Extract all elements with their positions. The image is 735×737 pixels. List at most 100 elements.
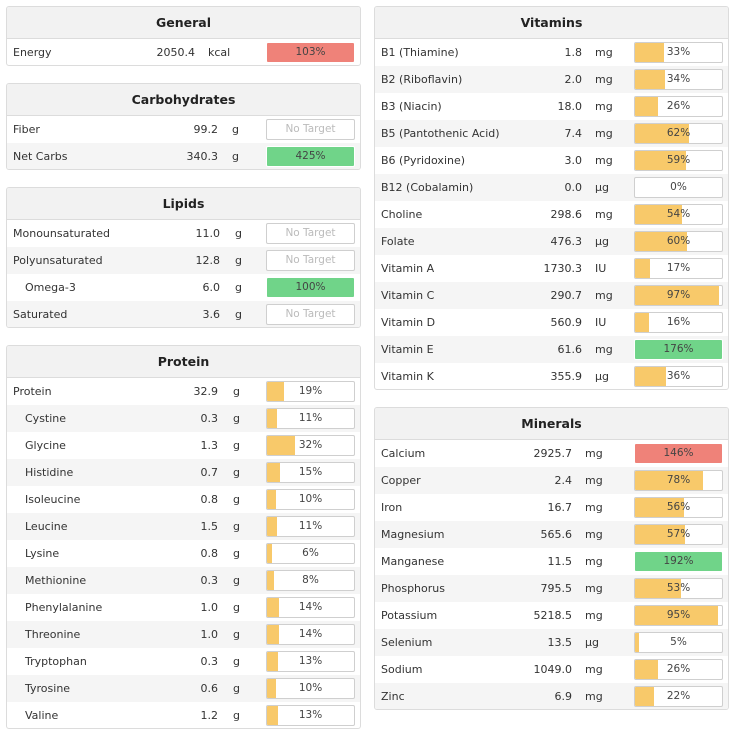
nutrient-unit: g (233, 520, 240, 533)
target-progress-bar: 97% (634, 285, 723, 306)
target-percent: 57% (666, 528, 691, 540)
target-percent: 62% (666, 127, 691, 139)
target-progress-bar: 176% (634, 339, 723, 360)
nutrient-unit: g (233, 574, 240, 587)
nutrient-row-potassium: Potassium 5218.5 mg 95% (375, 602, 728, 629)
nutrient-name: Sodium (381, 663, 423, 676)
target-percent: 176% (663, 343, 694, 355)
target-percent: 0% (670, 181, 687, 193)
panel-protein: Protein Protein 32.9 g 19% Cystine 0.3 g 11% Glyc… (6, 345, 361, 729)
target-progress-bar: 95% (634, 605, 723, 626)
progress-fill (267, 652, 279, 671)
target-percent: 26% (666, 100, 691, 112)
nutrient-unit: IU (595, 316, 607, 329)
target-percent: 13% (298, 655, 323, 667)
target-progress-bar: 10% (266, 678, 355, 699)
nutrient-unit: mg (595, 154, 613, 167)
nutrient-name: Zinc (381, 690, 405, 703)
nutrient-amount: 3.6 (202, 308, 221, 321)
nutrient-unit: µg (585, 636, 599, 649)
target-percent: 22% (666, 690, 691, 702)
nutrient-unit: g (235, 308, 242, 321)
panel-title: Carbohydrates (7, 84, 360, 116)
nutrient-row-leucine: Leucine 1.5 g 11% (7, 513, 360, 540)
progress-fill (635, 43, 664, 62)
target-percent: 32% (298, 439, 323, 451)
nutrient-row-iron: Iron 16.7 mg 56% (375, 494, 728, 521)
nutrient-unit: mg (595, 343, 613, 356)
nutrient-row-manganese: Manganese 11.5 mg 192% (375, 548, 728, 575)
nutrient-unit: mg (585, 582, 603, 595)
nutrient-row-fiber: Fiber 99.2 g No Target (7, 116, 360, 143)
target-percent: 5% (670, 636, 687, 648)
nutrient-amount: 476.3 (550, 235, 583, 248)
nutrient-unit: mg (585, 474, 603, 487)
progress-fill (635, 525, 685, 544)
nutrient-name: B2 (Riboflavin) (381, 73, 463, 86)
nutrient-unit: mg (585, 609, 603, 622)
progress-fill (267, 43, 354, 62)
nutrient-name: Calcium (381, 447, 426, 460)
nutrient-row-vitamin-c: Vitamin C 290.7 mg 97% (375, 282, 728, 309)
nutrient-row-isoleucine: Isoleucine 0.8 g 10% (7, 486, 360, 513)
nutrient-row-protein: Protein 32.9 g 19% (7, 378, 360, 405)
nutrient-unit: mg (595, 73, 613, 86)
nutrient-amount: 6.9 (554, 690, 573, 703)
nutrient-amount: 1.5 (200, 520, 219, 533)
nutrient-amount: 16.7 (547, 501, 573, 514)
nutrient-name: Monounsaturated (13, 227, 110, 240)
progress-fill (267, 147, 354, 166)
target-percent: 13% (298, 709, 323, 721)
target-percent: 11% (298, 412, 323, 424)
target-progress-bar: 36% (634, 366, 723, 387)
nutrient-unit: g (235, 281, 242, 294)
nutrient-name: B1 (Thiamine) (381, 46, 459, 59)
nutrient-name: Methionine (25, 574, 87, 587)
progress-fill (635, 552, 722, 571)
target-progress-bar: 26% (634, 96, 723, 117)
progress-fill (267, 544, 273, 563)
nutrient-name: Selenium (381, 636, 433, 649)
nutrient-name: Lysine (25, 547, 60, 560)
nutrient-unit: g (232, 150, 239, 163)
nutrient-name: Glycine (25, 439, 66, 452)
target-progress-bar: No Target (266, 304, 355, 325)
nutrient-row-cystine: Cystine 0.3 g 11% (7, 405, 360, 432)
nutrient-row-lysine: Lysine 0.8 g 6% (7, 540, 360, 567)
nutrient-name: Tyrosine (25, 682, 71, 695)
progress-fill (635, 444, 722, 463)
nutrient-amount: 12.8 (195, 254, 221, 267)
target-percent: 16% (666, 316, 691, 328)
target-percent: 53% (666, 582, 691, 594)
nutrient-row-magnesium: Magnesium 565.6 mg 57% (375, 521, 728, 548)
nutrient-unit: kcal (208, 46, 231, 59)
panel-minerals: Minerals Calcium 2925.7 mg 146% Copper 2.4 mg 78… (374, 407, 729, 710)
nutrient-name: B5 (Pantothenic Acid) (381, 127, 500, 140)
target-progress-bar: 14% (266, 624, 355, 645)
nutrient-name: Vitamin C (381, 289, 435, 302)
nutrient-amount: 2.4 (554, 474, 573, 487)
panel-title: General (7, 7, 360, 39)
target-progress-bar: 54% (634, 204, 723, 225)
nutrient-row-monounsaturated: Monounsaturated 11.0 g No Target (7, 220, 360, 247)
target-progress-bar: 13% (266, 705, 355, 726)
progress-fill (635, 471, 703, 490)
nutrient-unit: g (233, 412, 240, 425)
nutrient-amount: 340.3 (186, 150, 219, 163)
target-progress-bar: 33% (634, 42, 723, 63)
target-progress-bar: No Target (266, 119, 355, 140)
target-percent: 10% (298, 682, 323, 694)
nutrient-unit: mg (595, 289, 613, 302)
nutrient-row-omega-3: Omega-3 6.0 g 100% (7, 274, 360, 301)
target-percent: 97% (666, 289, 691, 301)
nutrient-amount: 18.0 (557, 100, 583, 113)
nutrient-row-net-carbs: Net Carbs 340.3 g 425% (7, 143, 360, 169)
target-percent: 8% (302, 574, 319, 586)
nutrient-name: Protein (13, 385, 52, 398)
target-progress-bar: No Target (266, 250, 355, 271)
nutrient-unit: mg (595, 46, 613, 59)
nutrient-row-methionine: Methionine 0.3 g 8% (7, 567, 360, 594)
nutrient-unit: g (233, 601, 240, 614)
progress-fill (267, 706, 279, 725)
nutrient-amount: 5218.5 (533, 609, 573, 622)
